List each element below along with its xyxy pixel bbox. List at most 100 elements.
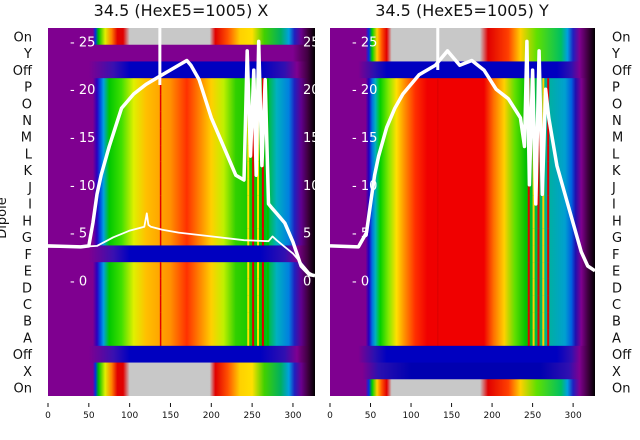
stripe — [159, 94, 162, 113]
y2-tick-label: - 15 — [70, 131, 95, 146]
row-label-left: P — [24, 81, 32, 96]
stripe — [547, 312, 550, 330]
row-label-right: I — [612, 198, 616, 213]
stripe — [261, 262, 264, 280]
stripe — [542, 278, 545, 297]
stripe — [532, 295, 535, 313]
y2-tick-label: - 25 — [70, 35, 95, 50]
heatmap-row-c — [330, 295, 595, 313]
row-label-left: J — [27, 181, 32, 196]
stripe — [261, 228, 264, 247]
stripe — [436, 212, 439, 230]
stripe — [261, 329, 264, 347]
stripe — [257, 195, 260, 213]
row-label-left: G — [22, 231, 32, 246]
stripe — [159, 145, 162, 163]
stripe — [547, 295, 550, 313]
row-label-right: A — [612, 331, 621, 346]
y2-tick-label: - 25 — [352, 35, 377, 50]
y2-tick-label: - 0 — [70, 274, 87, 289]
stripe — [542, 195, 545, 213]
row-label-right: Y — [611, 47, 620, 62]
row-label-right: C — [612, 298, 621, 313]
stripe — [252, 329, 255, 347]
stripe — [547, 228, 550, 247]
stripe — [159, 195, 162, 213]
stripe — [247, 178, 250, 196]
stripe — [252, 228, 255, 247]
row-label-right: H — [612, 214, 622, 229]
stripe — [532, 262, 535, 280]
line-profile — [48, 39, 315, 278]
stripe — [542, 228, 545, 247]
x-tick-label: 300 — [565, 411, 582, 421]
row-label-right: M — [612, 131, 623, 146]
stripe — [547, 178, 550, 196]
row-label-right: Off — [612, 348, 632, 363]
heatmap-row-on — [330, 379, 595, 396]
stripe — [257, 212, 260, 230]
stripe — [542, 262, 545, 280]
stripe — [159, 329, 162, 347]
heatmap-row-l — [48, 145, 315, 163]
row-label-right: J — [611, 181, 616, 196]
stripe — [247, 228, 250, 247]
stripe — [527, 178, 530, 196]
row-label-left: X — [23, 365, 32, 380]
stripe — [261, 212, 264, 230]
stripe — [257, 295, 260, 313]
stripe — [542, 94, 545, 113]
heatmap-row-g — [330, 228, 595, 247]
heatmap-row-e — [48, 262, 315, 280]
stripe — [527, 262, 530, 280]
y-axis-label: Dipole — [0, 197, 10, 238]
row-label-right: On — [612, 30, 630, 45]
row-label-left: N — [22, 114, 32, 129]
stripe — [436, 228, 439, 247]
stripe — [532, 245, 535, 263]
row-label-left: On — [14, 382, 32, 397]
heatmap-row-f — [330, 245, 595, 263]
stripe — [261, 161, 264, 180]
stripe — [159, 111, 162, 129]
row-label-right: K — [612, 164, 621, 179]
stripe — [252, 161, 255, 180]
stripe — [542, 212, 545, 230]
x-tick-label: 250 — [524, 411, 541, 421]
stripe — [266, 312, 269, 330]
x-tick-label: 0 — [45, 411, 51, 421]
stripe — [252, 295, 255, 313]
stripe — [542, 295, 545, 313]
x-tick-label: 0 — [327, 411, 333, 421]
row-label-right: E — [612, 265, 620, 280]
row-label-left: H — [22, 214, 32, 229]
stripe — [537, 178, 540, 196]
heatmap-row-e — [330, 262, 595, 280]
heatmap-row-off — [48, 345, 315, 364]
line-secondary — [48, 212, 315, 277]
stripe — [436, 278, 439, 297]
stripe — [261, 295, 264, 313]
stripe — [247, 295, 250, 313]
stripe — [532, 178, 535, 196]
heatmap-row-b — [330, 312, 595, 330]
stripe — [436, 195, 439, 213]
x-tick-label: 150 — [162, 411, 179, 421]
y2-tick-label: - 5 — [70, 227, 87, 242]
row-label-left: O — [22, 97, 32, 112]
row-label-right: G — [612, 231, 622, 246]
stripe — [547, 278, 550, 297]
stripe — [247, 212, 250, 230]
row-label-left: I — [28, 198, 32, 213]
stripe — [527, 228, 530, 247]
stripe — [527, 278, 530, 297]
stripe — [266, 94, 269, 113]
x-tick-label: 150 — [443, 411, 460, 421]
stripe — [436, 312, 439, 330]
stripe — [261, 278, 264, 297]
row-label-right: N — [612, 114, 622, 129]
x-tick-label: 50 — [83, 411, 95, 421]
heatmap-row-off — [330, 345, 595, 364]
stripe — [542, 78, 545, 96]
